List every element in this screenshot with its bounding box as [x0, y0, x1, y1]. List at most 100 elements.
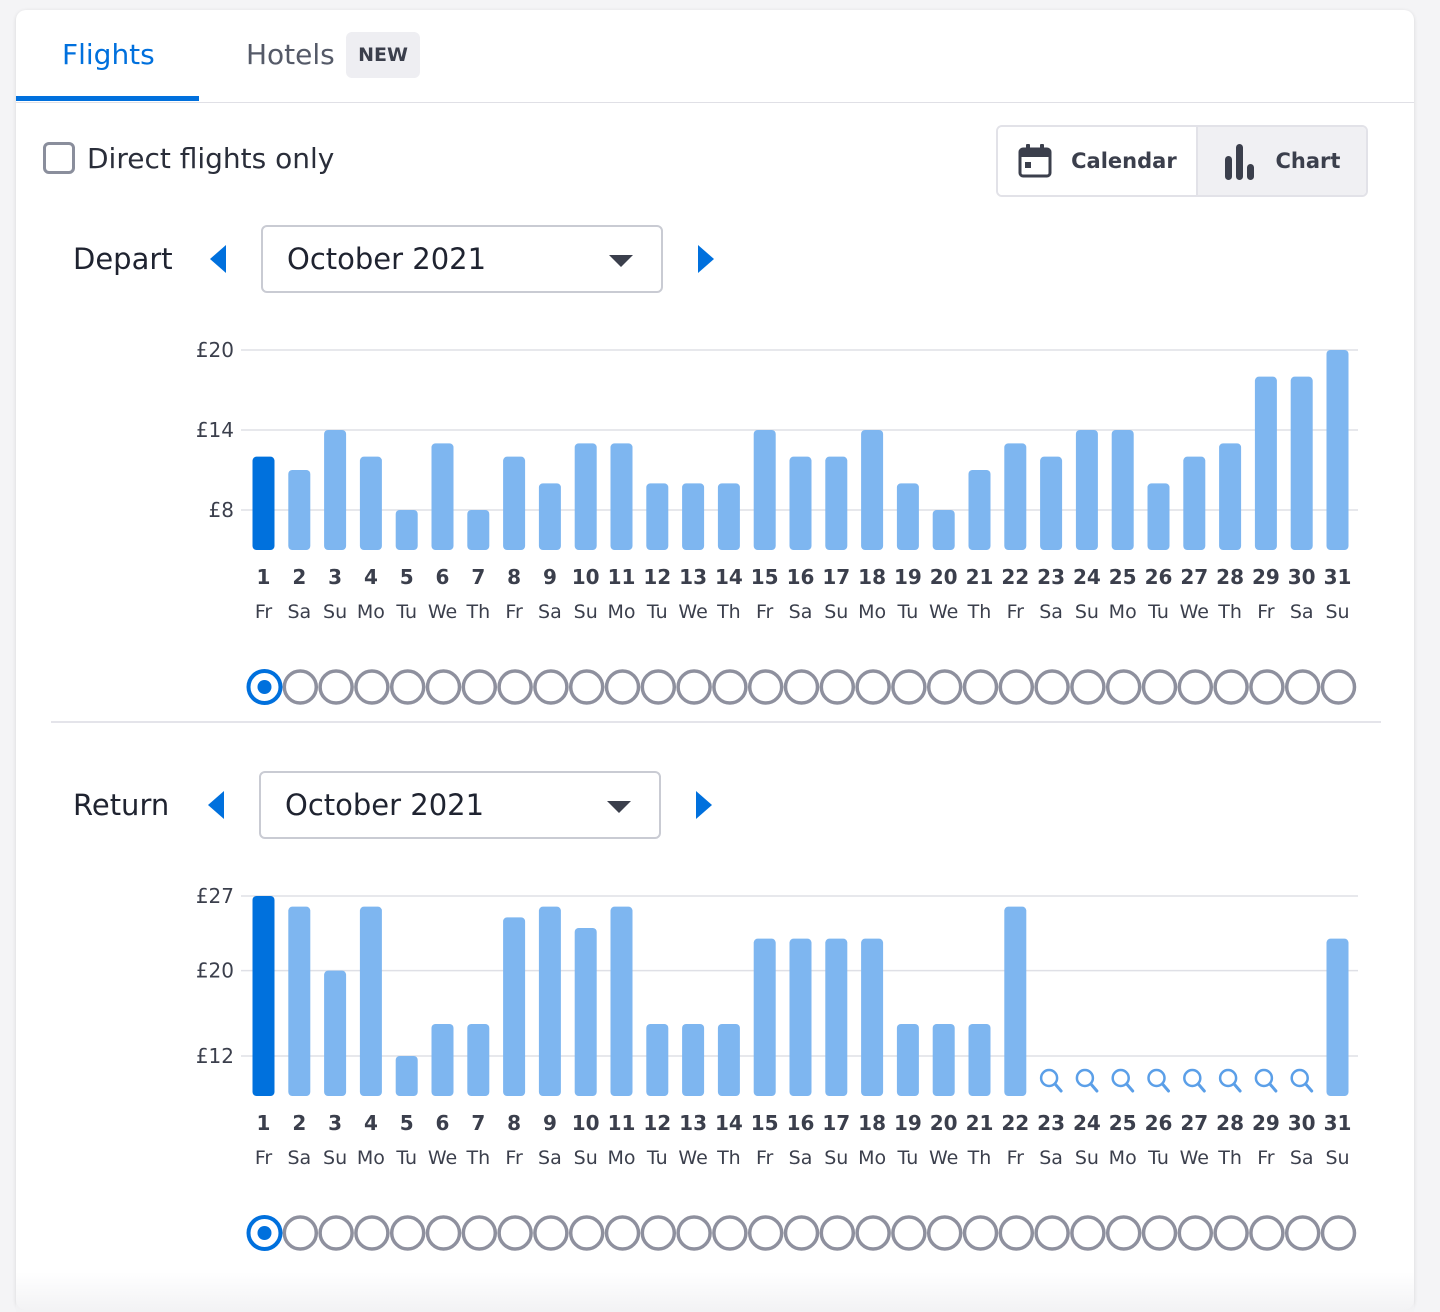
depart-price-bar[interactable] [395, 510, 418, 550]
return-date-radio[interactable] [1105, 1215, 1142, 1251]
depart-price-bar[interactable] [1075, 430, 1098, 550]
return-price-bar[interactable] [538, 906, 561, 1096]
search-icon[interactable] [1218, 1068, 1242, 1093]
return-date-radio[interactable] [891, 1215, 927, 1251]
depart-date-radio[interactable] [998, 669, 1035, 705]
chart-view-button[interactable]: Chart [1197, 127, 1366, 195]
return-price-bar[interactable] [896, 1024, 919, 1096]
depart-date-radio[interactable] [1141, 669, 1178, 705]
return-date-radio[interactable] [497, 1215, 533, 1251]
return-date-radio[interactable] [318, 1215, 354, 1251]
depart-price-bar[interactable] [503, 456, 526, 550]
depart-date-radio[interactable] [891, 669, 927, 705]
return-price-bar[interactable] [503, 917, 526, 1096]
return-month-select[interactable]: October 2021 [259, 771, 661, 839]
depart-price-bar[interactable] [288, 470, 311, 550]
depart-date-radio[interactable] [425, 669, 462, 705]
return-price-bar[interactable] [359, 906, 382, 1096]
tab-flights[interactable]: Flights [62, 38, 155, 71]
depart-date-radio[interactable] [962, 669, 999, 705]
depart-price-bar[interactable] [896, 483, 919, 550]
return-price-bar[interactable] [1326, 938, 1349, 1096]
return-price-bar[interactable] [574, 928, 597, 1096]
depart-price-bar[interactable] [789, 456, 812, 550]
return-date-radio[interactable] [568, 1215, 605, 1251]
depart-date-radio[interactable] [819, 669, 856, 705]
depart-date-radio[interactable] [640, 669, 677, 705]
depart-price-bar[interactable] [1290, 376, 1313, 550]
depart-price-bar[interactable] [1326, 350, 1349, 550]
depart-date-radio[interactable] [712, 669, 748, 705]
depart-date-radio[interactable] [568, 669, 605, 705]
direct-flights-toggle[interactable]: Direct flights only [43, 138, 334, 178]
depart-month-select[interactable]: October 2021 [261, 225, 663, 293]
return-price-bar[interactable] [395, 1056, 418, 1096]
depart-date-radio[interactable] [1070, 669, 1106, 705]
return-date-radio[interactable] [354, 1215, 390, 1251]
return-price-bar[interactable] [288, 906, 311, 1096]
return-price-bar[interactable] [932, 1024, 955, 1096]
search-icon[interactable] [1147, 1068, 1170, 1093]
return-date-radio[interactable] [1284, 1215, 1321, 1251]
depart-date-radio[interactable] [1249, 669, 1285, 705]
depart-price-bar[interactable] [574, 443, 597, 550]
return-date-radio[interactable] [998, 1215, 1035, 1251]
depart-date-radio[interactable] [389, 669, 426, 705]
depart-price-bar[interactable] [538, 483, 561, 550]
return-price-bar[interactable] [968, 1024, 991, 1096]
return-date-radio[interactable] [926, 1215, 963, 1251]
return-date-radio[interactable] [712, 1215, 748, 1251]
return-price-bar[interactable] [753, 938, 776, 1096]
return-date-radio[interactable] [1070, 1215, 1106, 1251]
return-price-bar[interactable] [789, 938, 812, 1096]
depart-date-radio[interactable] [783, 669, 820, 705]
return-date-radio[interactable] [533, 1215, 569, 1251]
return-price-bar[interactable] [861, 938, 884, 1096]
depart-price-bar[interactable] [968, 470, 991, 550]
depart-price-bar[interactable] [610, 443, 633, 550]
depart-date-radio[interactable] [1320, 669, 1357, 705]
return-price-bar[interactable] [682, 1024, 705, 1096]
depart-price-bar[interactable] [359, 456, 382, 550]
tab-hotels[interactable]: Hotels [246, 38, 335, 71]
depart-price-bar[interactable] [431, 443, 454, 550]
return-date-radio[interactable] [783, 1215, 820, 1251]
caret-right-icon[interactable] [696, 243, 716, 275]
return-date-radio[interactable] [1177, 1215, 1214, 1251]
depart-price-bar[interactable] [932, 510, 955, 550]
search-icon[interactable] [1039, 1068, 1063, 1093]
direct-flights-checkbox[interactable] [43, 142, 75, 174]
depart-date-radio[interactable] [1034, 669, 1070, 705]
search-icon[interactable] [1183, 1068, 1206, 1093]
depart-date-radio[interactable] [1105, 669, 1142, 705]
return-date-radio[interactable] [1213, 1215, 1249, 1251]
depart-date-radio[interactable] [855, 669, 891, 705]
depart-date-radio[interactable] [533, 669, 569, 705]
return-date-radio[interactable] [1320, 1215, 1357, 1251]
depart-price-bar[interactable] [467, 510, 490, 550]
depart-date-radio[interactable] [354, 669, 390, 705]
return-price-bar[interactable] [825, 938, 848, 1096]
return-date-radio[interactable] [389, 1215, 426, 1251]
depart-date-radio[interactable] [497, 669, 533, 705]
depart-price-bar[interactable] [753, 430, 776, 550]
return-date-radio[interactable] [747, 1215, 784, 1251]
search-icon[interactable] [1111, 1068, 1135, 1093]
depart-date-radio[interactable] [461, 669, 498, 705]
return-price-bar[interactable] [324, 970, 347, 1096]
depart-price-bar[interactable] [324, 430, 347, 550]
depart-price-bar[interactable] [861, 430, 884, 550]
depart-date-radio[interactable] [604, 669, 641, 705]
depart-date-radio[interactable] [1284, 669, 1321, 705]
depart-price-bar[interactable] [1004, 443, 1027, 550]
return-price-bar[interactable] [610, 906, 633, 1096]
search-icon[interactable] [1075, 1068, 1099, 1093]
depart-price-bar[interactable] [1147, 483, 1170, 550]
return-date-radio[interactable] [604, 1215, 641, 1251]
depart-price-bar[interactable] [1219, 443, 1242, 550]
depart-price-bar[interactable] [252, 456, 275, 550]
return-price-bar[interactable] [431, 1024, 454, 1096]
depart-price-bar[interactable] [1111, 430, 1134, 550]
return-date-radio[interactable] [1141, 1215, 1178, 1251]
depart-price-bar[interactable] [646, 483, 669, 550]
